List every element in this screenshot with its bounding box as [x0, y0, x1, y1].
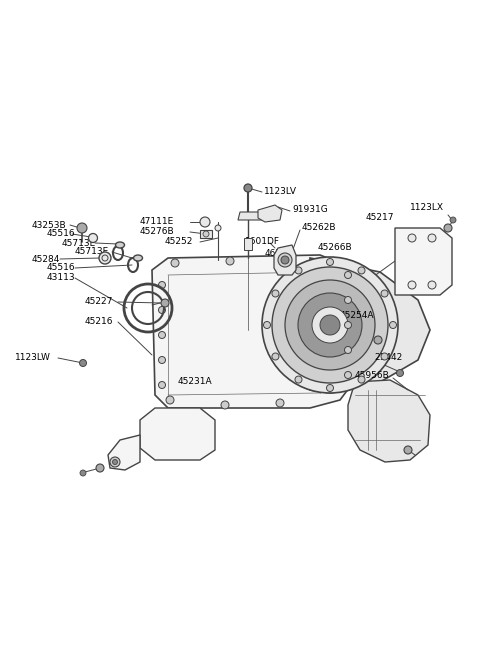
Circle shape	[320, 315, 340, 335]
Text: 45217: 45217	[366, 213, 395, 222]
Circle shape	[112, 459, 118, 464]
Circle shape	[99, 252, 111, 264]
Circle shape	[96, 464, 104, 472]
Circle shape	[158, 306, 166, 314]
Circle shape	[326, 384, 334, 392]
Circle shape	[389, 321, 396, 329]
Circle shape	[404, 446, 412, 454]
Circle shape	[244, 184, 252, 192]
Circle shape	[161, 299, 169, 307]
Circle shape	[158, 331, 166, 338]
Bar	[200, 230, 212, 238]
Circle shape	[276, 399, 284, 407]
Polygon shape	[258, 205, 282, 222]
Text: 1123LV: 1123LV	[264, 186, 297, 195]
Polygon shape	[108, 435, 140, 470]
Circle shape	[345, 272, 351, 279]
Polygon shape	[140, 408, 215, 460]
Circle shape	[450, 217, 456, 223]
Text: 43113: 43113	[47, 274, 76, 283]
Text: 45262B: 45262B	[302, 224, 336, 232]
Ellipse shape	[133, 255, 143, 261]
Circle shape	[80, 359, 86, 367]
Circle shape	[158, 281, 166, 289]
Bar	[244, 238, 252, 250]
Text: 45231A: 45231A	[178, 377, 212, 386]
Text: 1601DF: 1601DF	[245, 237, 280, 245]
Circle shape	[345, 371, 351, 379]
Polygon shape	[348, 380, 430, 462]
Circle shape	[408, 281, 416, 289]
Circle shape	[345, 346, 351, 354]
Circle shape	[326, 258, 334, 266]
Text: 45266B: 45266B	[318, 243, 353, 253]
Circle shape	[312, 307, 348, 343]
Circle shape	[428, 234, 436, 242]
Ellipse shape	[116, 242, 124, 248]
Circle shape	[298, 293, 362, 357]
Polygon shape	[274, 245, 296, 275]
Circle shape	[203, 231, 209, 237]
Text: 45227: 45227	[85, 298, 113, 306]
Circle shape	[358, 376, 365, 383]
Text: 46513: 46513	[265, 249, 294, 258]
Text: 91931G: 91931G	[292, 205, 328, 215]
Circle shape	[272, 290, 279, 297]
Circle shape	[88, 234, 97, 243]
Circle shape	[158, 382, 166, 388]
Circle shape	[166, 396, 174, 404]
Circle shape	[264, 321, 271, 329]
Circle shape	[215, 225, 221, 231]
Circle shape	[278, 253, 292, 267]
Polygon shape	[310, 258, 430, 393]
Circle shape	[285, 280, 375, 370]
Circle shape	[281, 256, 289, 264]
Text: 45216: 45216	[85, 318, 113, 327]
Circle shape	[295, 267, 302, 274]
Circle shape	[77, 223, 87, 233]
Text: 47111E: 47111E	[140, 216, 174, 226]
Text: 1123LW: 1123LW	[15, 354, 51, 363]
Text: 1123LX: 1123LX	[410, 203, 444, 213]
Circle shape	[171, 259, 179, 267]
Circle shape	[345, 321, 351, 329]
Circle shape	[444, 224, 452, 232]
Circle shape	[226, 257, 234, 265]
Circle shape	[381, 353, 388, 360]
Circle shape	[262, 257, 398, 393]
Text: 45713E: 45713E	[62, 239, 96, 247]
Text: 43253B: 43253B	[32, 220, 67, 230]
Text: 45956B: 45956B	[355, 371, 390, 380]
Text: 45713E: 45713E	[75, 247, 109, 256]
Text: 45516: 45516	[47, 230, 76, 239]
Circle shape	[374, 336, 382, 344]
Text: 45516: 45516	[47, 264, 76, 272]
Circle shape	[272, 267, 388, 383]
Polygon shape	[238, 212, 262, 220]
Circle shape	[428, 281, 436, 289]
Circle shape	[396, 369, 404, 377]
Text: 45284: 45284	[32, 255, 60, 264]
Circle shape	[295, 376, 302, 383]
Circle shape	[381, 290, 388, 297]
Circle shape	[110, 457, 120, 467]
Circle shape	[408, 234, 416, 242]
Circle shape	[345, 297, 351, 304]
Polygon shape	[152, 255, 358, 408]
Text: 45252: 45252	[165, 237, 193, 247]
Polygon shape	[395, 228, 452, 295]
Text: 45254A: 45254A	[340, 310, 374, 319]
Circle shape	[221, 401, 229, 409]
Circle shape	[80, 470, 86, 476]
Circle shape	[281, 256, 289, 264]
Circle shape	[158, 356, 166, 363]
Text: 45276B: 45276B	[140, 226, 175, 236]
Circle shape	[200, 217, 210, 227]
Circle shape	[272, 353, 279, 360]
Circle shape	[358, 267, 365, 274]
Text: 21442: 21442	[374, 352, 402, 361]
